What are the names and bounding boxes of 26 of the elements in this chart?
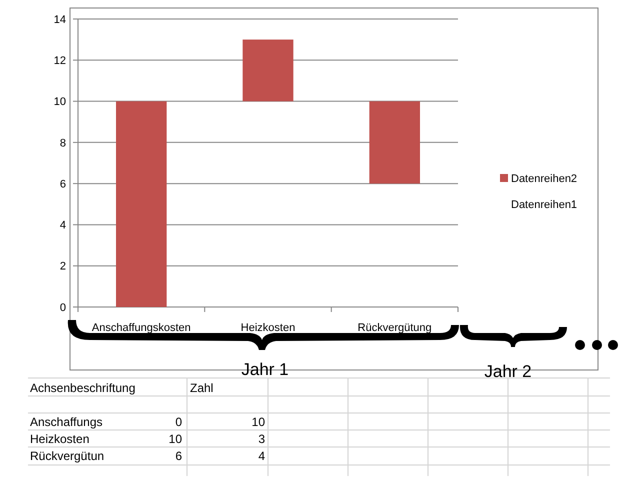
text: Jahr 2 [484, 362, 532, 381]
x-tick-label: Rückvergütung [358, 322, 432, 334]
text: Heizkosten [30, 432, 90, 446]
y-tick-label: 12 [54, 54, 66, 67]
text: Jahr 1 [241, 360, 289, 379]
text: 4 [258, 449, 266, 463]
y-tick-label: 2 [60, 260, 66, 273]
y-tick-label: 8 [60, 137, 66, 150]
y-tick-label: 0 [60, 302, 66, 314]
legend-label: Datenreihen2 [511, 172, 578, 185]
y-tick-label: 4 [60, 220, 66, 232]
text: Datenreihen1 [511, 198, 578, 211]
text: Rückvergütun [30, 449, 104, 463]
x-tick-label: Anschaffungskosten [92, 322, 191, 334]
text: 10 [252, 415, 266, 429]
text: Achsenbeschriftung [30, 381, 136, 395]
text: 10 [168, 432, 182, 446]
y-tick-label: 6 [60, 178, 66, 190]
text: 3 [258, 432, 266, 446]
text: Anschaffungs [30, 415, 102, 429]
text: Zahl [190, 381, 214, 395]
text: 0 [175, 415, 182, 429]
y-tick-label: 14 [54, 14, 66, 26]
x-tick-label: Heizkosten [240, 322, 296, 334]
y-tick-label: 10 [54, 96, 66, 108]
text: 6 [175, 449, 182, 463]
